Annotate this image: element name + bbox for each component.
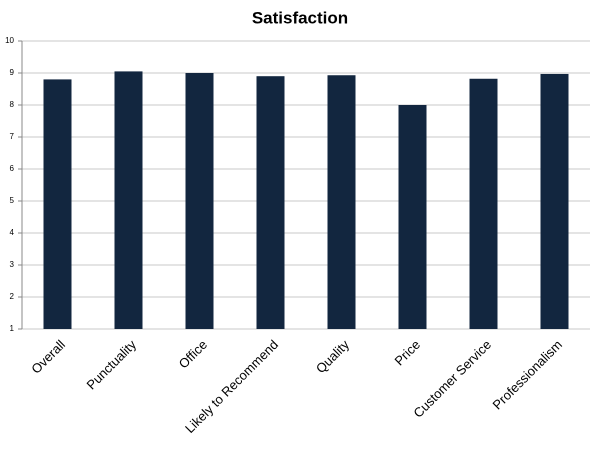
bar [469,78,498,329]
bar [185,73,214,329]
x-tick-label: Quality [313,337,353,377]
bar [43,79,72,330]
x-tick-label: Office [176,337,210,371]
x-tick-label: Professionalism [490,337,565,412]
y-tick-label: 8 [10,100,15,109]
bar [540,73,569,330]
bar [327,75,356,330]
y-tick-label: 1 [10,324,15,333]
y-tick-label: 9 [10,68,15,77]
y-tick-label: 3 [10,260,15,269]
y-tick-label: 6 [10,164,15,173]
x-tick-label: Customer Service [410,337,494,421]
x-tick-label: Overall [28,337,68,377]
y-tick-label: 4 [10,228,15,237]
y-tick-label: 7 [10,132,15,141]
x-tick-label: Price [391,337,423,369]
y-tick-label: 10 [5,36,14,45]
y-tick-label: 5 [10,196,15,205]
y-tick-label: 2 [10,292,15,301]
bar [256,76,285,329]
x-tick-label: Punctuality [83,337,139,393]
chart-title: Satisfaction [252,8,348,27]
bar [114,71,143,330]
bar [398,105,427,329]
